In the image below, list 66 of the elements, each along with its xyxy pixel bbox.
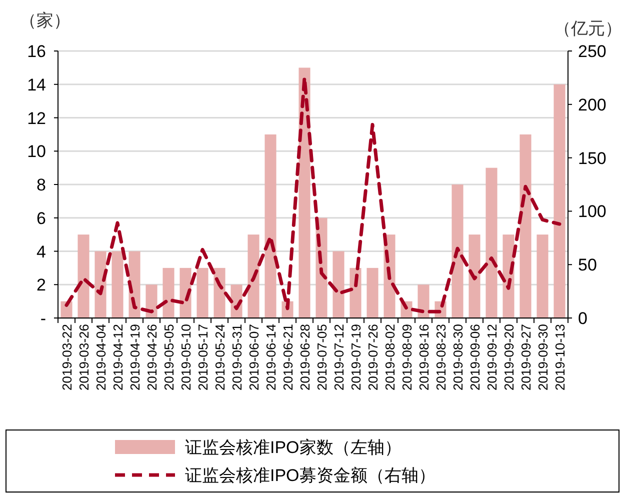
x-tick-label: 2019-04-12 <box>110 324 126 390</box>
bar <box>332 251 344 318</box>
x-tick-label: 2019-05-05 <box>162 324 176 390</box>
x-tick-label: 2019-05-17 <box>196 324 210 390</box>
x-tick-label: 2019-06-21 <box>280 324 296 390</box>
y-tick-label: 16 <box>27 42 46 61</box>
bar <box>486 168 498 318</box>
bar <box>418 284 430 318</box>
bar <box>264 134 276 318</box>
bar <box>112 251 124 318</box>
y2-axis-title: （亿元） <box>554 19 622 38</box>
bar <box>248 234 260 318</box>
x-tick-label: 2019-07-12 <box>332 324 346 390</box>
y-tick-label: 14 <box>27 75 46 94</box>
x-tick-label: 2019-04-26 <box>144 324 160 390</box>
x-tick-label: 2019-08-30 <box>450 324 466 390</box>
bar <box>146 284 158 318</box>
x-tick-label: 2019-05-24 <box>212 324 228 390</box>
y-tick-label: 10 <box>27 142 46 162</box>
bar <box>452 184 464 318</box>
x-tick-label: 2019-07-26 <box>366 324 380 390</box>
y-tick-label: 4 <box>36 242 46 262</box>
x-tick-label: 2019-06-14 <box>264 324 278 390</box>
x-tick-label: 2019-09-06 <box>468 324 482 390</box>
x-tick-label: 2019-03-26 <box>76 324 92 390</box>
legend-label: 证监会核准IPO家数（左轴） <box>185 438 402 457</box>
x-tick-label: 2019-10-13 <box>552 324 568 390</box>
x-tick-label: 2019-07-05 <box>314 324 330 390</box>
y2-tick-label: 150 <box>578 148 606 168</box>
bar <box>520 134 532 318</box>
y2-tick-label: 0 <box>578 309 588 328</box>
y-tick-label: 8 <box>36 176 46 194</box>
y-tick-label: 12 <box>27 108 46 128</box>
bar <box>78 234 90 318</box>
y-axis-title: （家） <box>20 11 70 30</box>
y-tick-label: 2 <box>36 276 46 295</box>
x-tick-label: 2019-04-19 <box>128 324 142 390</box>
x-tick-label: 2019-04-04 <box>94 324 108 390</box>
x-tick-label: 2019-05-10 <box>178 324 194 390</box>
y2-tick-label: 200 <box>578 95 606 114</box>
y-tick-label: - <box>40 309 46 328</box>
bar <box>214 268 226 318</box>
y2-tick-label: 50 <box>578 256 597 275</box>
x-tick-label: 2019-06-07 <box>246 324 262 390</box>
x-tick-label: 2019-09-30 <box>536 324 550 390</box>
bar <box>366 268 378 318</box>
y-tick-label: 6 <box>36 208 46 228</box>
x-tick-label: 2019-08-16 <box>416 324 432 390</box>
x-tick-label: 2019-09-20 <box>502 324 516 390</box>
legend-label: 证监会核准IPO募资金额（右轴） <box>185 466 436 485</box>
y2-tick-label: 100 <box>578 202 606 222</box>
bar <box>468 234 480 318</box>
x-tick-label: 2019-08-02 <box>382 324 398 390</box>
bar <box>536 234 548 318</box>
x-tick-label: 2019-09-27 <box>518 324 534 390</box>
y2-tick-label: 250 <box>578 42 606 61</box>
bar <box>196 268 208 318</box>
x-tick-label: 2019-03-22 <box>60 324 74 390</box>
x-tick-label: 2019-09-12 <box>484 324 500 390</box>
x-tick-label: 2019-05-31 <box>230 324 244 390</box>
x-tick-label: 2019-08-23 <box>434 324 448 390</box>
x-tick-label: 2019-06-28 <box>298 324 312 390</box>
x-tick-label: 2019-08-09 <box>400 324 414 390</box>
bar <box>554 84 566 318</box>
bar <box>162 268 174 318</box>
x-tick-label: 2019-07-19 <box>348 324 364 390</box>
